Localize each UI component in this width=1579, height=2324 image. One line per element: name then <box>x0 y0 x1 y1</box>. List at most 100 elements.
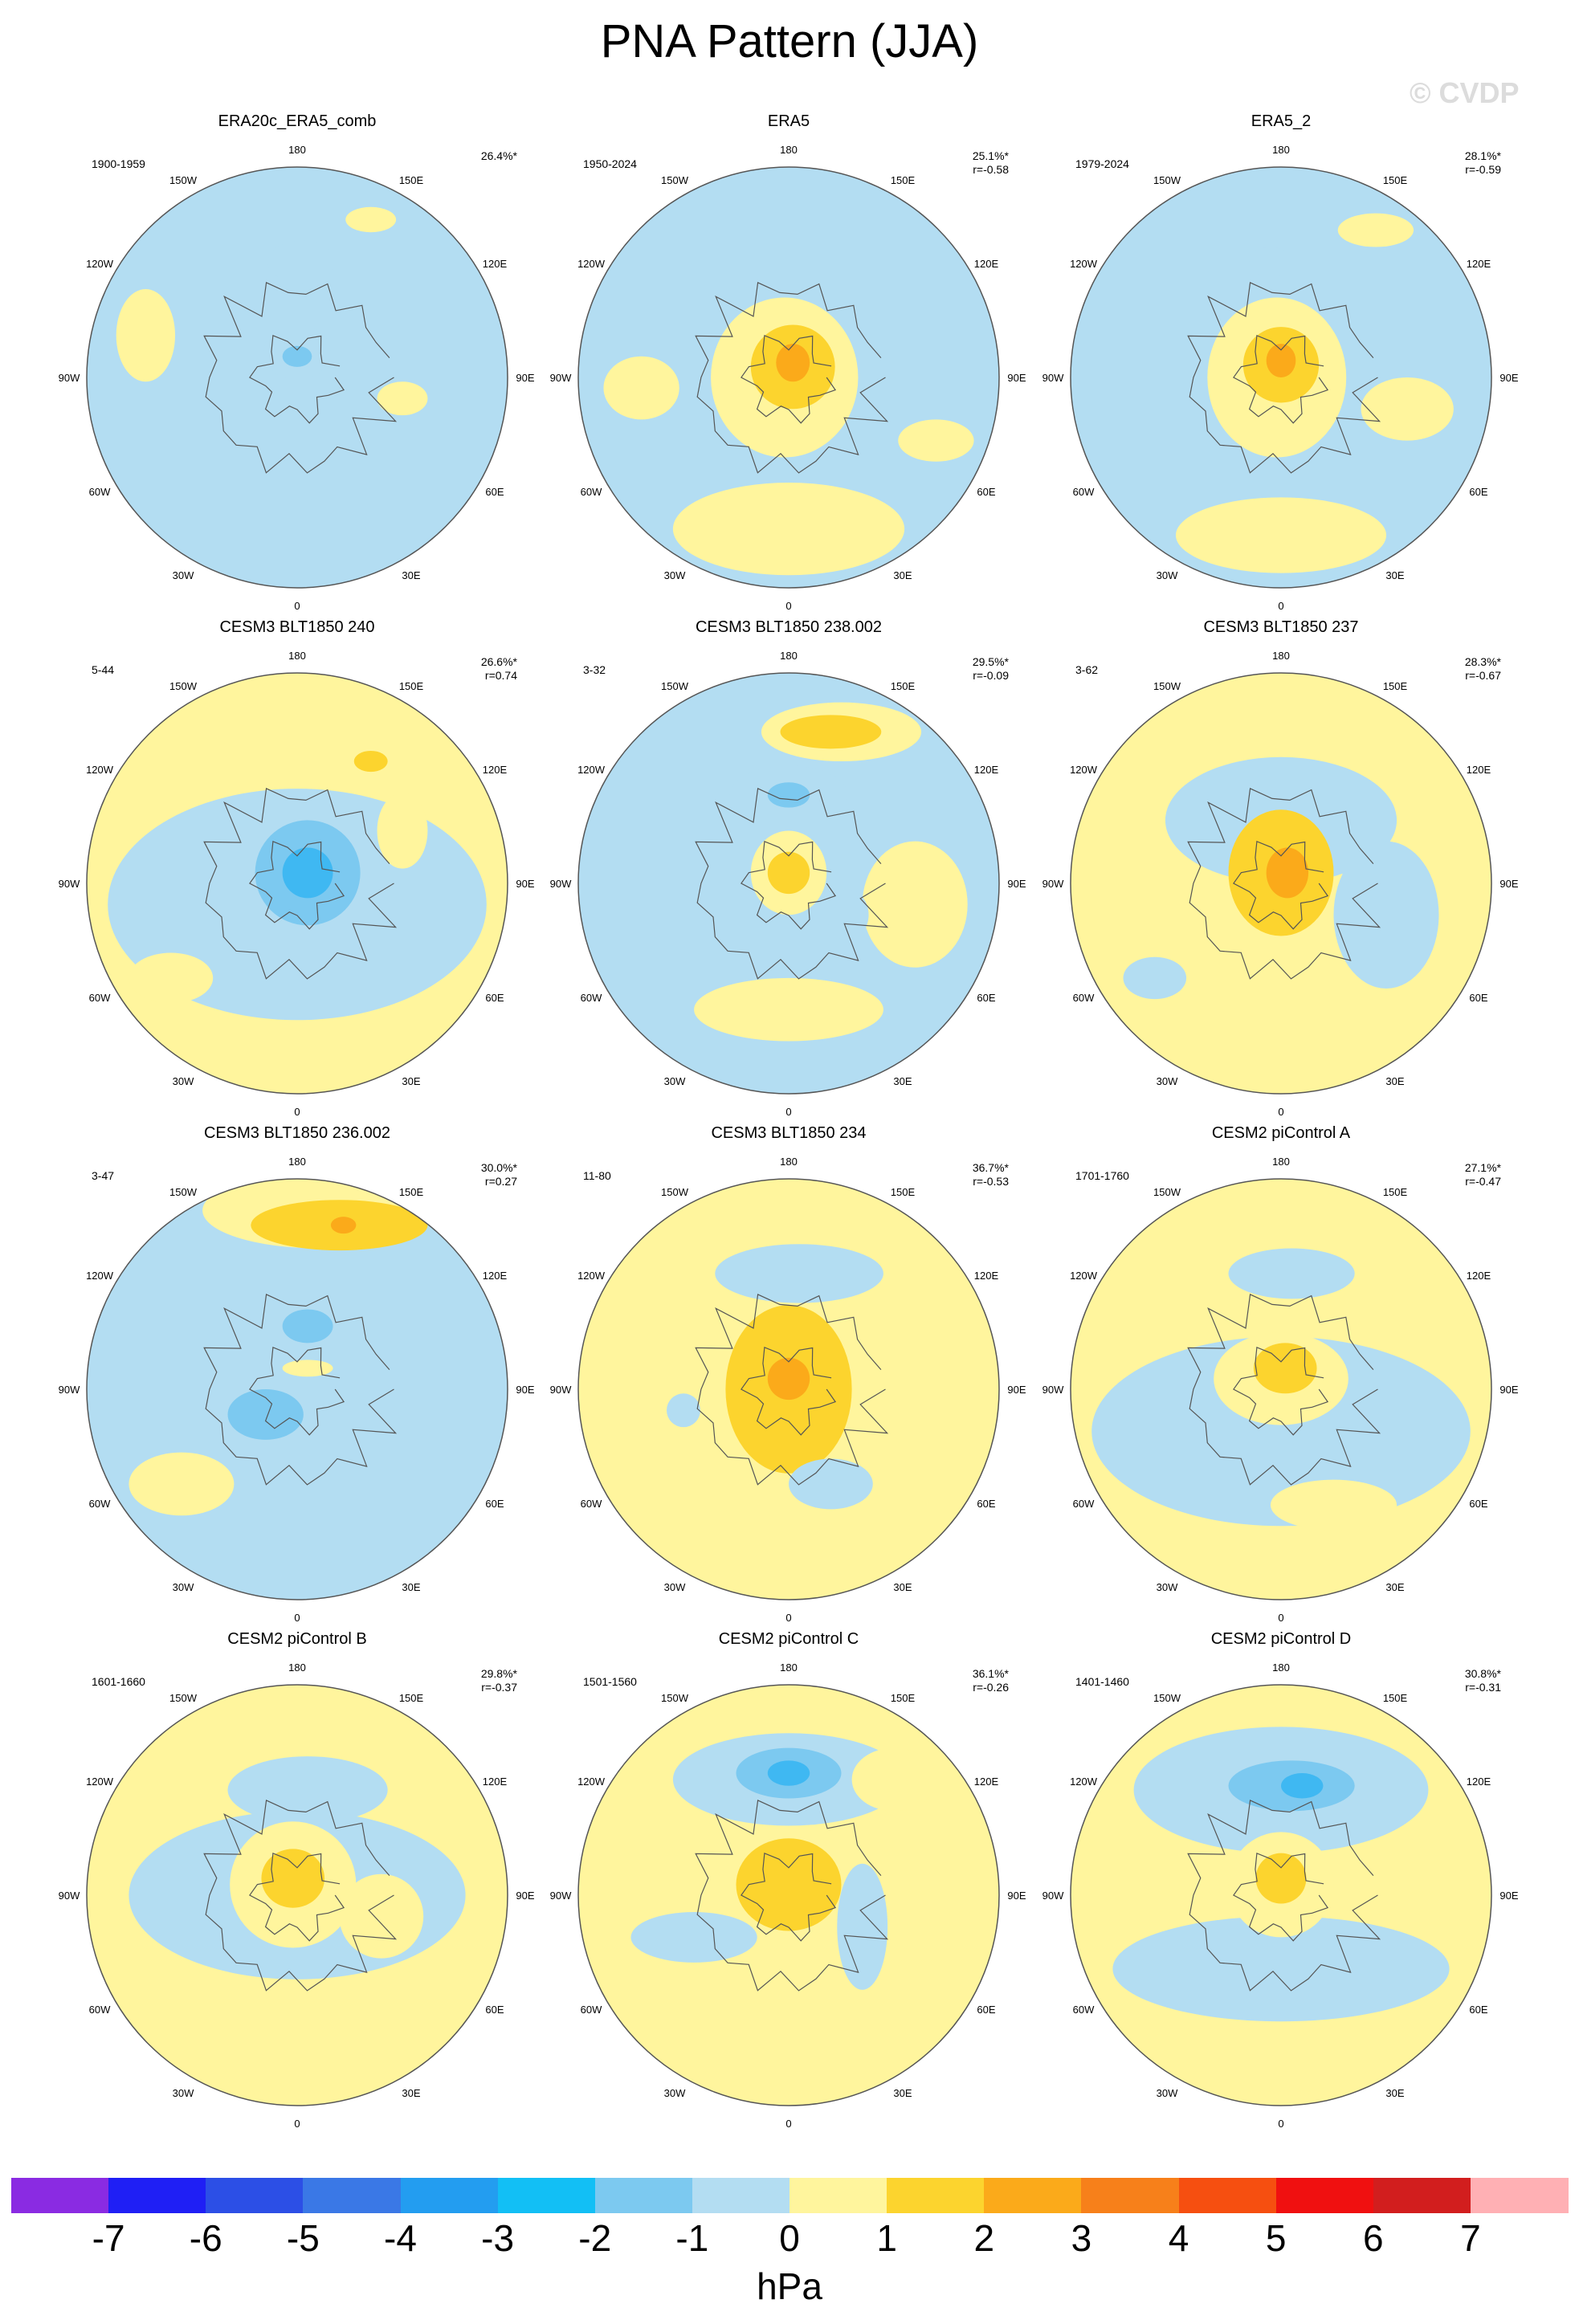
longitude-label: 60E <box>1469 992 1487 1004</box>
negative-anomaly-contour <box>767 782 810 808</box>
variance-percent: 30.0%* <box>480 1161 517 1174</box>
positive-anomaly-contour <box>1253 1343 1317 1394</box>
positive-anomaly-contour <box>780 715 882 749</box>
longitude-label: 120W <box>577 1776 606 1788</box>
longitude-label: 120W <box>577 1270 606 1282</box>
colorbar-swatch <box>400 2178 499 2213</box>
longitude-label: 30W <box>664 1075 686 1087</box>
longitude-label: 0 <box>1278 2118 1283 2130</box>
negative-anomaly-contour <box>1091 1336 1471 1527</box>
negative-anomaly-contour <box>267 240 336 283</box>
longitude-label: 150E <box>399 1186 424 1198</box>
coastlines <box>1187 788 1381 980</box>
longitude-label: 150E <box>399 680 424 692</box>
longitude-label: 60E <box>1469 1498 1487 1510</box>
positive-anomaly-contour <box>377 381 428 416</box>
coastlines <box>1187 282 1381 474</box>
negative-anomaly-contour <box>282 1309 333 1343</box>
longitude-label: 180 <box>780 650 798 662</box>
longitude-label: 90W <box>1042 1384 1064 1396</box>
longitude-label: 90W <box>59 1384 80 1396</box>
coastlines <box>1187 1800 1381 1992</box>
longitude-label: 150E <box>891 680 916 692</box>
longitude-label: 90W <box>1042 878 1064 890</box>
longitude-label: 90E <box>1499 1890 1518 1902</box>
longitude-label: 120E <box>483 1270 508 1282</box>
colorbar-swatch <box>594 2178 693 2213</box>
longitude-label: 150W <box>169 174 198 186</box>
longitude-label: 60W <box>581 486 602 498</box>
longitude-label: 30E <box>893 1075 912 1087</box>
longitude-label: 30W <box>1157 1075 1178 1087</box>
colorbar-tick: -3 <box>481 2217 515 2259</box>
longitude-label: 30E <box>893 2087 912 2099</box>
panel-years: 11-80 <box>583 1169 611 1182</box>
longitude-label: 120E <box>483 764 508 776</box>
positive-anomaly-contour <box>1390 1273 1467 1337</box>
longitude-label: 120E <box>974 1270 999 1282</box>
positive-anomaly-contour <box>1270 1479 1397 1531</box>
longitude-label: 60E <box>1469 2004 1487 2016</box>
positive-anomaly-contour <box>767 1357 810 1401</box>
longitude-label: 60E <box>485 2004 504 2016</box>
longitude-label: 30E <box>1385 1581 1404 1593</box>
longitude-label: 30E <box>402 1581 420 1593</box>
longitude-label: 60W <box>581 1498 602 1510</box>
longitude-label: 150E <box>891 174 916 186</box>
longitude-label: 150W <box>661 1692 689 1704</box>
pattern-correlation: r=-0.09 <box>973 669 1009 682</box>
map-boundary <box>86 166 508 589</box>
longitude-label: 180 <box>780 1661 798 1674</box>
positive-anomaly-contour <box>776 344 810 382</box>
longitude-label: 0 <box>1278 1106 1283 1118</box>
positive-anomaly-contour <box>129 952 214 1004</box>
longitude-label: 60W <box>89 486 111 498</box>
panel-stats: 30.0%* r=0.27 <box>481 1161 517 1189</box>
longitude-label: 90E <box>1007 1384 1026 1396</box>
longitude-label: 30E <box>402 1075 420 1087</box>
longitude-label: 150W <box>1153 1692 1181 1704</box>
longitude-label: 90E <box>1499 372 1518 384</box>
longitude-label: 90W <box>550 878 572 890</box>
positive-anomaly-contour <box>898 419 974 462</box>
longitude-label: 120E <box>483 1776 508 1788</box>
polar-map: 180 150E 120E 90E 60E 30E 0 30W 60W 90W 120W 150W <box>59 1156 535 1624</box>
pattern-correlation: r=-0.58 <box>973 163 1009 176</box>
variance-percent: 28.3%* <box>1464 655 1501 668</box>
map-panel: 180 150E 120E 90E 60E 30E 0 30W 60W 90W 120W 150W CE… <box>1040 618 1522 1124</box>
longitude-label: 60E <box>1469 486 1487 498</box>
longitude-label: 150E <box>1383 1692 1408 1704</box>
panel-stats: 30.8%* r=-0.31 <box>1465 1667 1501 1694</box>
positive-anomaly-contour <box>1337 213 1414 247</box>
positive-anomaly-contour <box>282 1360 333 1377</box>
longitude-label: 150E <box>891 1186 916 1198</box>
longitude-label: 180 <box>1272 1156 1290 1168</box>
panel-years: 1701-1760 <box>1075 1169 1129 1182</box>
colorbar-tick-labels: -7 -6 -5 -4 -3 -2 -1 0 1 2 3 4 5 6 7 <box>0 2216 1579 2265</box>
longitude-label: 30E <box>402 2087 420 2099</box>
longitude-label: 30E <box>893 569 912 581</box>
panel-title: ERA20c_ERA5_comb <box>218 112 377 130</box>
negative-anomaly-contour <box>227 1756 388 1824</box>
panel-title: CESM3 BLT1850 234 <box>711 1124 867 1142</box>
positive-anomaly-contour <box>261 1849 325 1908</box>
positive-anomaly-contour <box>1255 1853 1307 1904</box>
longitude-label: 120E <box>974 258 999 270</box>
longitude-label: 180 <box>288 144 306 156</box>
colorbar-tick: -2 <box>578 2217 612 2259</box>
longitude-label: 150W <box>661 174 689 186</box>
longitude-label: 90E <box>516 372 534 384</box>
longitude-label: 120E <box>483 258 508 270</box>
colorbar-tick: -5 <box>286 2217 320 2259</box>
polar-map: 180 150E 120E 90E 60E 30E 0 30W 60W 90W 120W 150W <box>1042 144 1519 612</box>
negative-anomaly-contour <box>789 1458 873 1510</box>
map-panel: 180 150E 120E 90E 60E 30E 0 30W 60W 90W 120W 150W ER… <box>548 112 1030 618</box>
variance-percent: 27.1%* <box>1464 1161 1501 1174</box>
colorbar-swatch <box>1470 2178 1569 2213</box>
polar-map: 180 150E 120E 90E 60E 30E 0 30W 60W 90W 120W 150W <box>1042 1156 1519 1624</box>
positive-anomaly-contour <box>1266 344 1296 377</box>
negative-anomaly-contour <box>1281 1773 1324 1799</box>
longitude-label: 30W <box>664 2087 686 2099</box>
coastlines <box>695 788 889 980</box>
longitude-label: 30W <box>1157 2087 1178 2099</box>
